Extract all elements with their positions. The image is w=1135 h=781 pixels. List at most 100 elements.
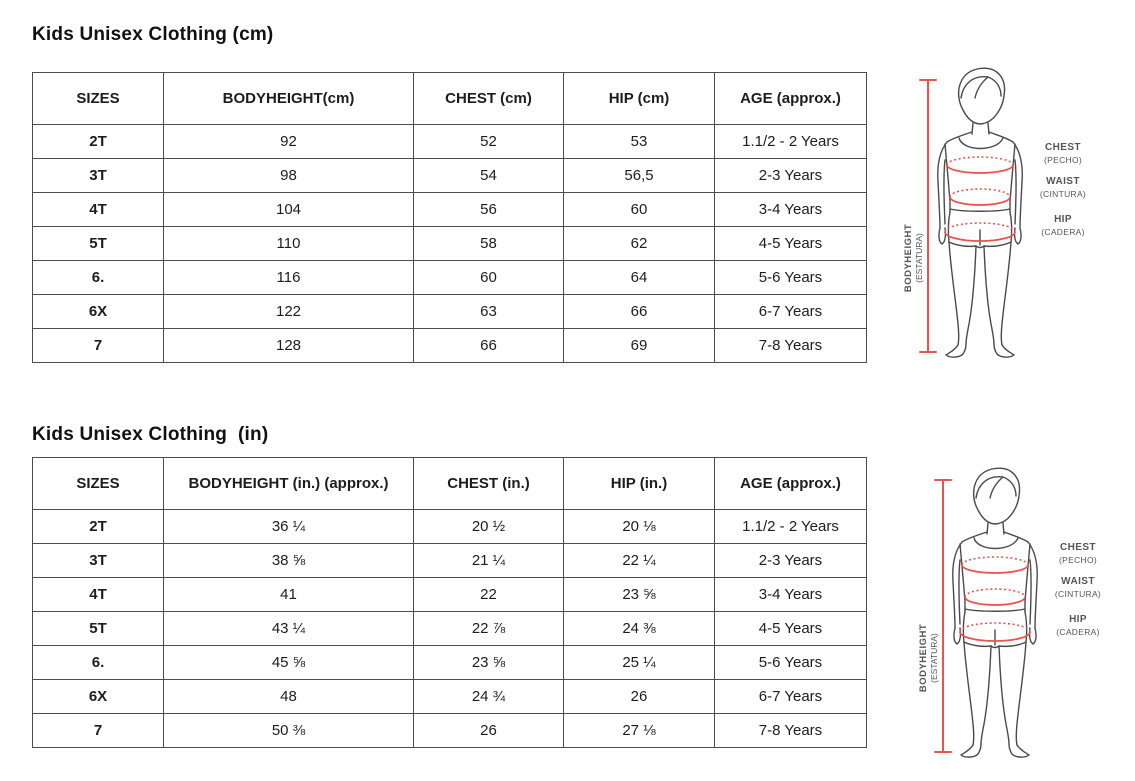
chest-label-text: CHEST bbox=[1060, 542, 1096, 553]
size-cell: 5T bbox=[32, 611, 164, 646]
value-cell: 98 bbox=[163, 158, 414, 193]
table-row: 4T 41 22 23 ⅝ 3-4 Years bbox=[32, 577, 867, 612]
table-row: 6X 122 63 66 6-7 Years bbox=[32, 294, 867, 329]
column-header: AGE (approx.) bbox=[714, 457, 867, 510]
waist-label-sub: (CINTURA) bbox=[1054, 589, 1102, 599]
value-cell: 20 ⅛ bbox=[563, 509, 715, 544]
value-cell: 25 ¼ bbox=[563, 645, 715, 680]
value-cell: 24 ¾ bbox=[413, 679, 564, 714]
value-cell: 110 bbox=[163, 226, 414, 261]
bodyheight-label-sub: (ESTATURA) bbox=[914, 233, 924, 283]
hip-label-sub: (CADERA) bbox=[1056, 627, 1100, 637]
value-cell: 52 bbox=[413, 124, 564, 159]
size-cell: 3T bbox=[32, 158, 164, 193]
value-cell: 22 ⅞ bbox=[413, 611, 564, 646]
size-cell: 7 bbox=[32, 328, 164, 363]
hip-label: HIP (CADERA) bbox=[1033, 614, 1123, 638]
value-cell: 5-6 Years bbox=[714, 645, 867, 680]
column-header: SIZES bbox=[32, 72, 164, 125]
size-cell: 4T bbox=[32, 577, 164, 612]
table-row: 3T 98 54 56,5 2-3 Years bbox=[32, 158, 867, 193]
hip-label-sub: (CADERA) bbox=[1041, 227, 1085, 237]
waist-label-sub: (CINTURA) bbox=[1039, 189, 1087, 199]
column-header: SIZES bbox=[32, 457, 164, 510]
size-table-cm: SIZES BODYHEIGHT(cm) CHEST (cm) HIP (cm) AGE… bbox=[32, 72, 867, 363]
value-cell: 23 ⅝ bbox=[563, 577, 715, 612]
bodyheight-label-text: BODYHEIGHT bbox=[903, 223, 914, 293]
value-cell: 6-7 Years bbox=[714, 679, 867, 714]
hip-label-text: HIP bbox=[1069, 614, 1087, 625]
table-row: 6. 45 ⅝ 23 ⅝ 25 ¼ 5-6 Years bbox=[32, 645, 867, 680]
value-cell: 122 bbox=[163, 294, 414, 329]
measurement-figure-cm: CHEST (PECHO) WAIST (CINTURA) HIP (CADER… bbox=[893, 62, 1113, 362]
value-cell: 64 bbox=[563, 260, 715, 295]
value-cell: 92 bbox=[163, 124, 414, 159]
value-cell: 50 ⅜ bbox=[163, 713, 414, 748]
column-header: HIP (in.) bbox=[563, 457, 715, 510]
header-row: SIZES BODYHEIGHT (in.) (approx.) CHEST (in… bbox=[32, 457, 867, 510]
table-row: 5T 43 ¼ 22 ⅞ 24 ⅜ 4-5 Years bbox=[32, 611, 867, 646]
value-cell: 38 ⅝ bbox=[163, 543, 414, 578]
value-cell: 7-8 Years bbox=[714, 328, 867, 363]
value-cell: 60 bbox=[413, 260, 564, 295]
waist-label-text: WAIST bbox=[1046, 176, 1080, 187]
table-row: 7 50 ⅜ 26 27 ⅛ 7-8 Years bbox=[32, 713, 867, 748]
value-cell: 23 ⅝ bbox=[413, 645, 564, 680]
value-cell: 26 bbox=[413, 713, 564, 748]
child-body-icon bbox=[934, 467, 1039, 759]
size-cell: 6X bbox=[32, 679, 164, 714]
value-cell: 53 bbox=[563, 124, 715, 159]
value-cell: 60 bbox=[563, 192, 715, 227]
table-row: 3T 38 ⅝ 21 ¼ 22 ¼ 2-3 Years bbox=[32, 543, 867, 578]
waist-label-text: WAIST bbox=[1061, 576, 1095, 587]
column-header: CHEST (in.) bbox=[413, 457, 564, 510]
value-cell: 21 ¼ bbox=[413, 543, 564, 578]
column-header: BODYHEIGHT(cm) bbox=[163, 72, 414, 125]
value-cell: 66 bbox=[563, 294, 715, 329]
value-cell: 24 ⅜ bbox=[563, 611, 715, 646]
value-cell: 3-4 Years bbox=[714, 577, 867, 612]
waist-label: WAIST (CINTURA) bbox=[1018, 176, 1108, 200]
size-cell: 3T bbox=[32, 543, 164, 578]
value-cell: 2-3 Years bbox=[714, 158, 867, 193]
hip-label-text: HIP bbox=[1054, 214, 1072, 225]
table-row: 4T 104 56 60 3-4 Years bbox=[32, 192, 867, 227]
column-header: AGE (approx.) bbox=[714, 72, 867, 125]
size-cell: 2T bbox=[32, 124, 164, 159]
value-cell: 48 bbox=[163, 679, 414, 714]
table-row: 2T 36 ¼ 20 ½ 20 ⅛ 1.1/2 - 2 Years bbox=[32, 509, 867, 544]
value-cell: 1.1/2 - 2 Years bbox=[714, 509, 867, 544]
section-title-in: Kids Unisex Clothing (in) bbox=[32, 424, 269, 445]
table-row: 6X 48 24 ¾ 26 6-7 Years bbox=[32, 679, 867, 714]
chest-label-text: CHEST bbox=[1045, 142, 1081, 153]
waist-label: WAIST (CINTURA) bbox=[1033, 576, 1123, 600]
value-cell: 1.1/2 - 2 Years bbox=[714, 124, 867, 159]
value-cell: 4-5 Years bbox=[714, 226, 867, 261]
size-cell: 7 bbox=[32, 713, 164, 748]
value-cell: 20 ½ bbox=[413, 509, 564, 544]
value-cell: 22 ¼ bbox=[563, 543, 715, 578]
value-cell: 56 bbox=[413, 192, 564, 227]
table-row: 7 128 66 69 7-8 Years bbox=[32, 328, 867, 363]
value-cell: 3-4 Years bbox=[714, 192, 867, 227]
table-row: 6. 116 60 64 5-6 Years bbox=[32, 260, 867, 295]
bodyheight-label-sub: (ESTATURA) bbox=[929, 633, 939, 683]
value-cell: 62 bbox=[563, 226, 715, 261]
table-row: 5T 110 58 62 4-5 Years bbox=[32, 226, 867, 261]
size-table-in: SIZES BODYHEIGHT (in.) (approx.) CHEST (in… bbox=[32, 457, 867, 748]
chest-label: CHEST (PECHO) bbox=[1018, 142, 1108, 166]
bodyheight-label: BODYHEIGHT (ESTATURA) bbox=[903, 203, 925, 313]
header-row: SIZES BODYHEIGHT(cm) CHEST (cm) HIP (cm) AGE… bbox=[32, 72, 867, 125]
value-cell: 58 bbox=[413, 226, 564, 261]
value-cell: 36 ¼ bbox=[163, 509, 414, 544]
size-cell: 6. bbox=[32, 645, 164, 680]
value-cell: 63 bbox=[413, 294, 564, 329]
hip-label: HIP (CADERA) bbox=[1018, 214, 1108, 238]
value-cell: 41 bbox=[163, 577, 414, 612]
value-cell: 104 bbox=[163, 192, 414, 227]
value-cell: 43 ¼ bbox=[163, 611, 414, 646]
column-header: CHEST (cm) bbox=[413, 72, 564, 125]
value-cell: 116 bbox=[163, 260, 414, 295]
value-cell: 26 bbox=[563, 679, 715, 714]
